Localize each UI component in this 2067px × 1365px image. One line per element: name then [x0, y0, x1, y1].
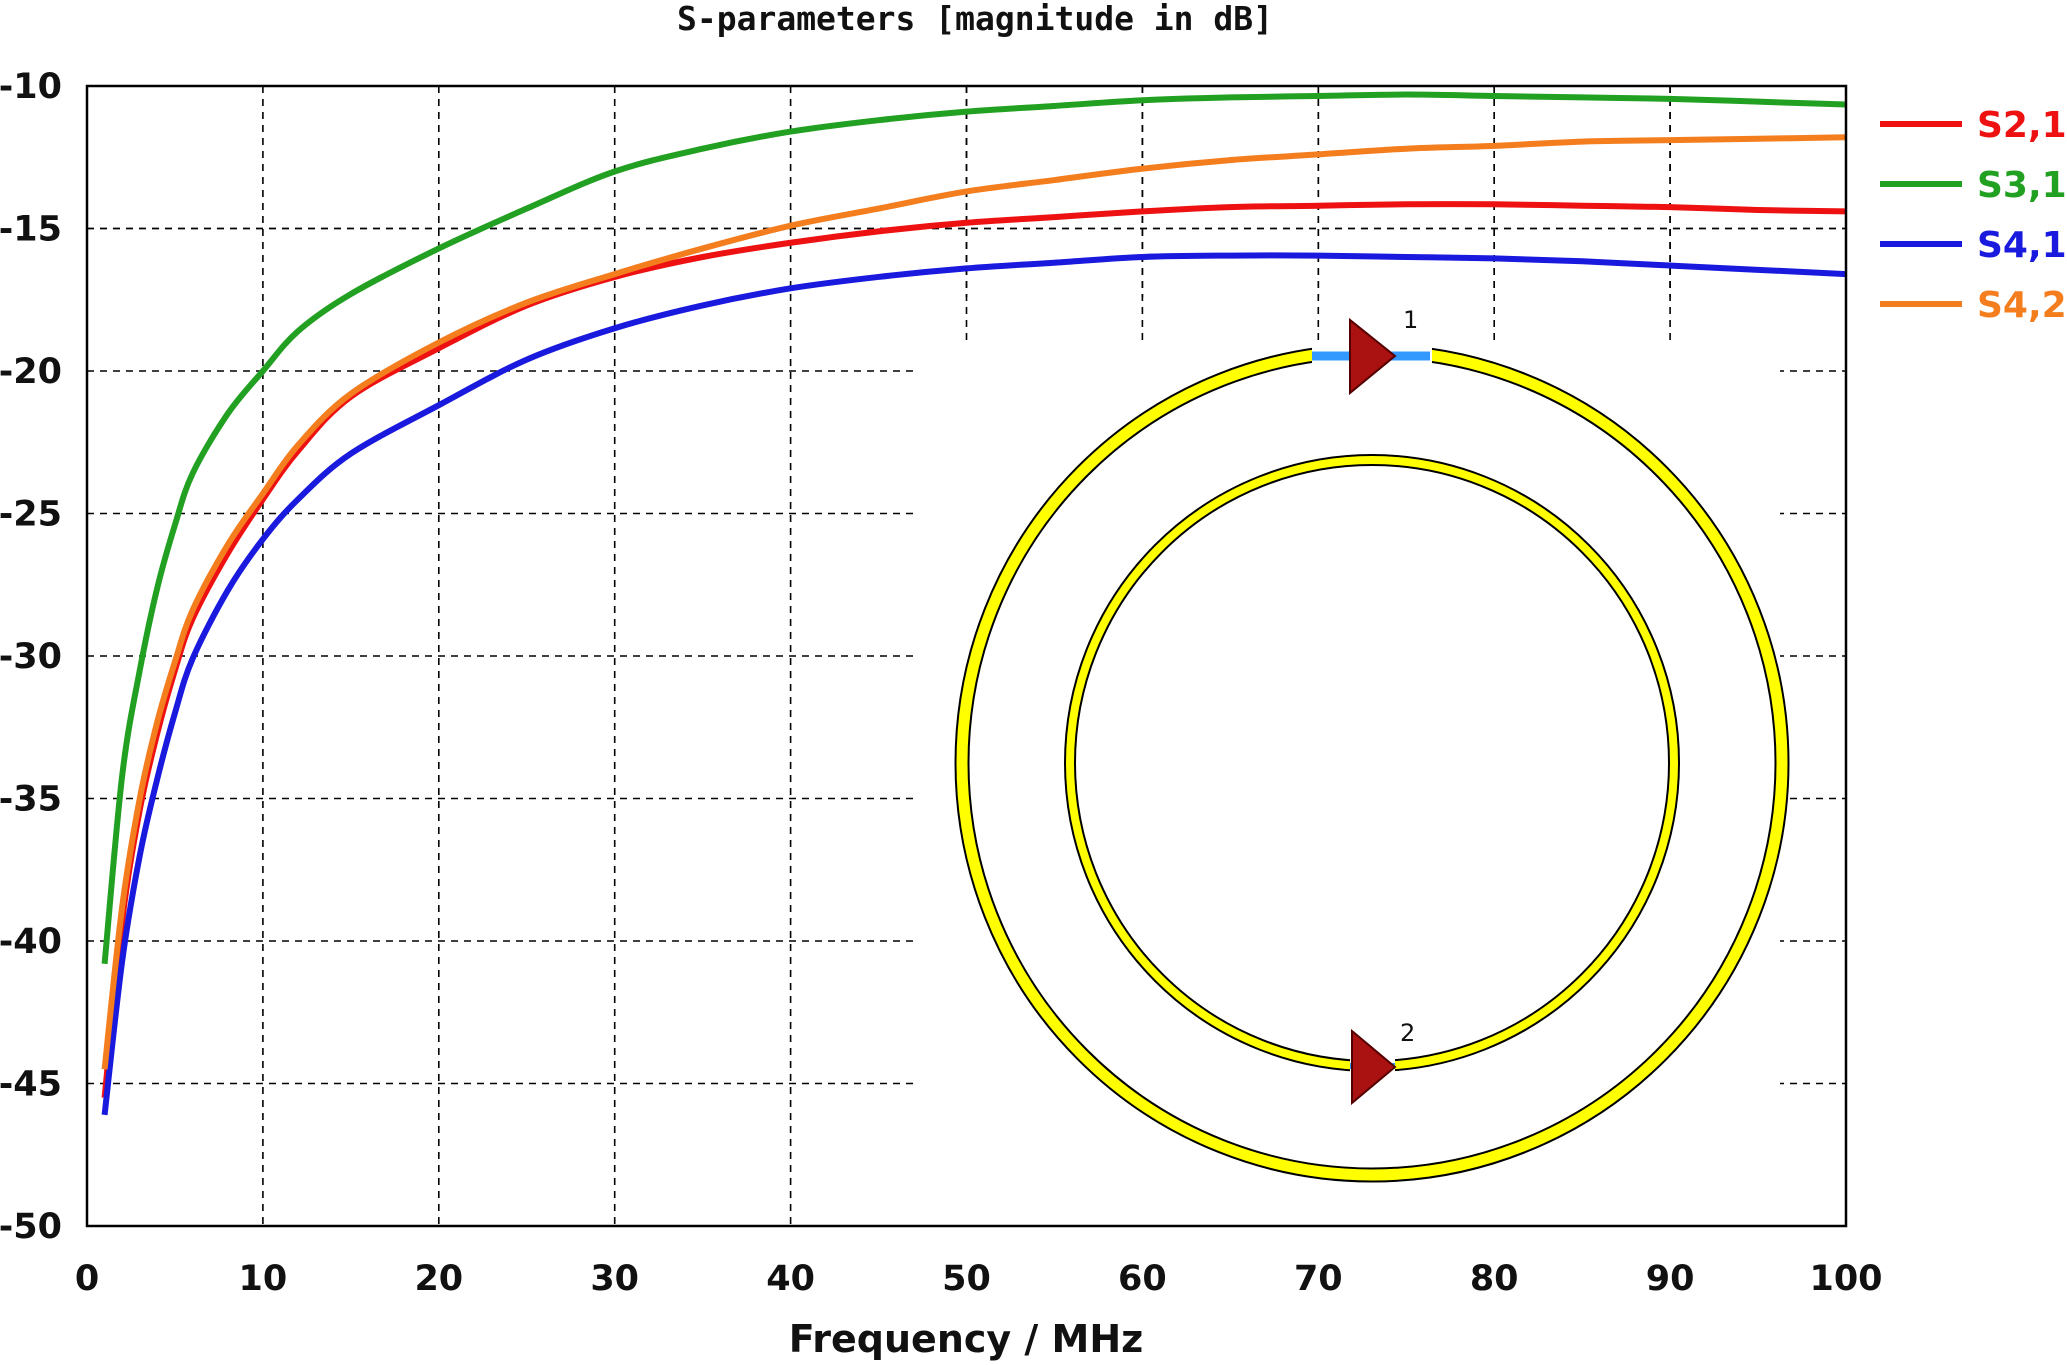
series-line-S3-1 [101, 91, 1847, 965]
y-tick-label: -10 [0, 67, 62, 107]
port-1-label: 1 [1403, 306, 1418, 334]
x-tick-label: 40 [766, 1259, 815, 1299]
y-tick-label: -30 [0, 637, 62, 677]
x-tick-label: 10 [239, 1259, 288, 1299]
x-tick-label: 50 [942, 1259, 991, 1299]
port-2-icon [1351, 1028, 1397, 1106]
x-tick-label: 100 [1809, 1259, 1882, 1299]
chart-title: S-parameters [magnitude in dB] [677, 0, 1273, 38]
legend-label: S2,1 [1977, 105, 2067, 146]
series-line-S4-1 [101, 252, 1847, 1116]
series-line-S4-2 [101, 134, 1847, 1070]
inset-antenna-diagram: 1 2 [918, 306, 1790, 1225]
x-tick-label: 20 [414, 1259, 463, 1299]
inset-background [918, 345, 1780, 1225]
x-tick-label: 90 [1646, 1259, 1695, 1299]
x-tick-label: 60 [1118, 1259, 1167, 1299]
y-tick-label: -25 [0, 495, 62, 535]
y-tick-label: -15 [0, 210, 62, 250]
legend: S2,1 S3,1 S4,1 S4,2 [1880, 105, 2067, 326]
x-tick-labels: 0 10 20 30 40 50 60 70 80 90 100 [75, 1259, 1883, 1299]
series-lines [101, 91, 1847, 1116]
x-axis-label: Frequency / MHz [789, 1317, 1144, 1361]
legend-label: S3,1 [1977, 165, 2067, 206]
x-tick-label: 30 [590, 1259, 639, 1299]
legend-label: S4,2 [1977, 285, 2067, 326]
x-tick-label: 80 [1470, 1259, 1519, 1299]
x-tick-label: 70 [1294, 1259, 1343, 1299]
y-tick-label: -40 [0, 922, 62, 962]
x-tick-label: 0 [75, 1259, 99, 1299]
y-tick-label: -45 [0, 1065, 62, 1105]
y-tick-label: -50 [0, 1207, 62, 1247]
port-2-label: 2 [1400, 1019, 1415, 1047]
legend-label: S4,1 [1977, 225, 2067, 266]
plot-frame [85, 84, 1848, 1228]
y-tick-label: -35 [0, 780, 62, 820]
y-tick-label: -20 [0, 352, 62, 392]
y-tick-labels: -10 -15 -20 -25 -30 -35 -40 -45 -50 [0, 67, 62, 1247]
port-1-icon [1349, 317, 1397, 396]
